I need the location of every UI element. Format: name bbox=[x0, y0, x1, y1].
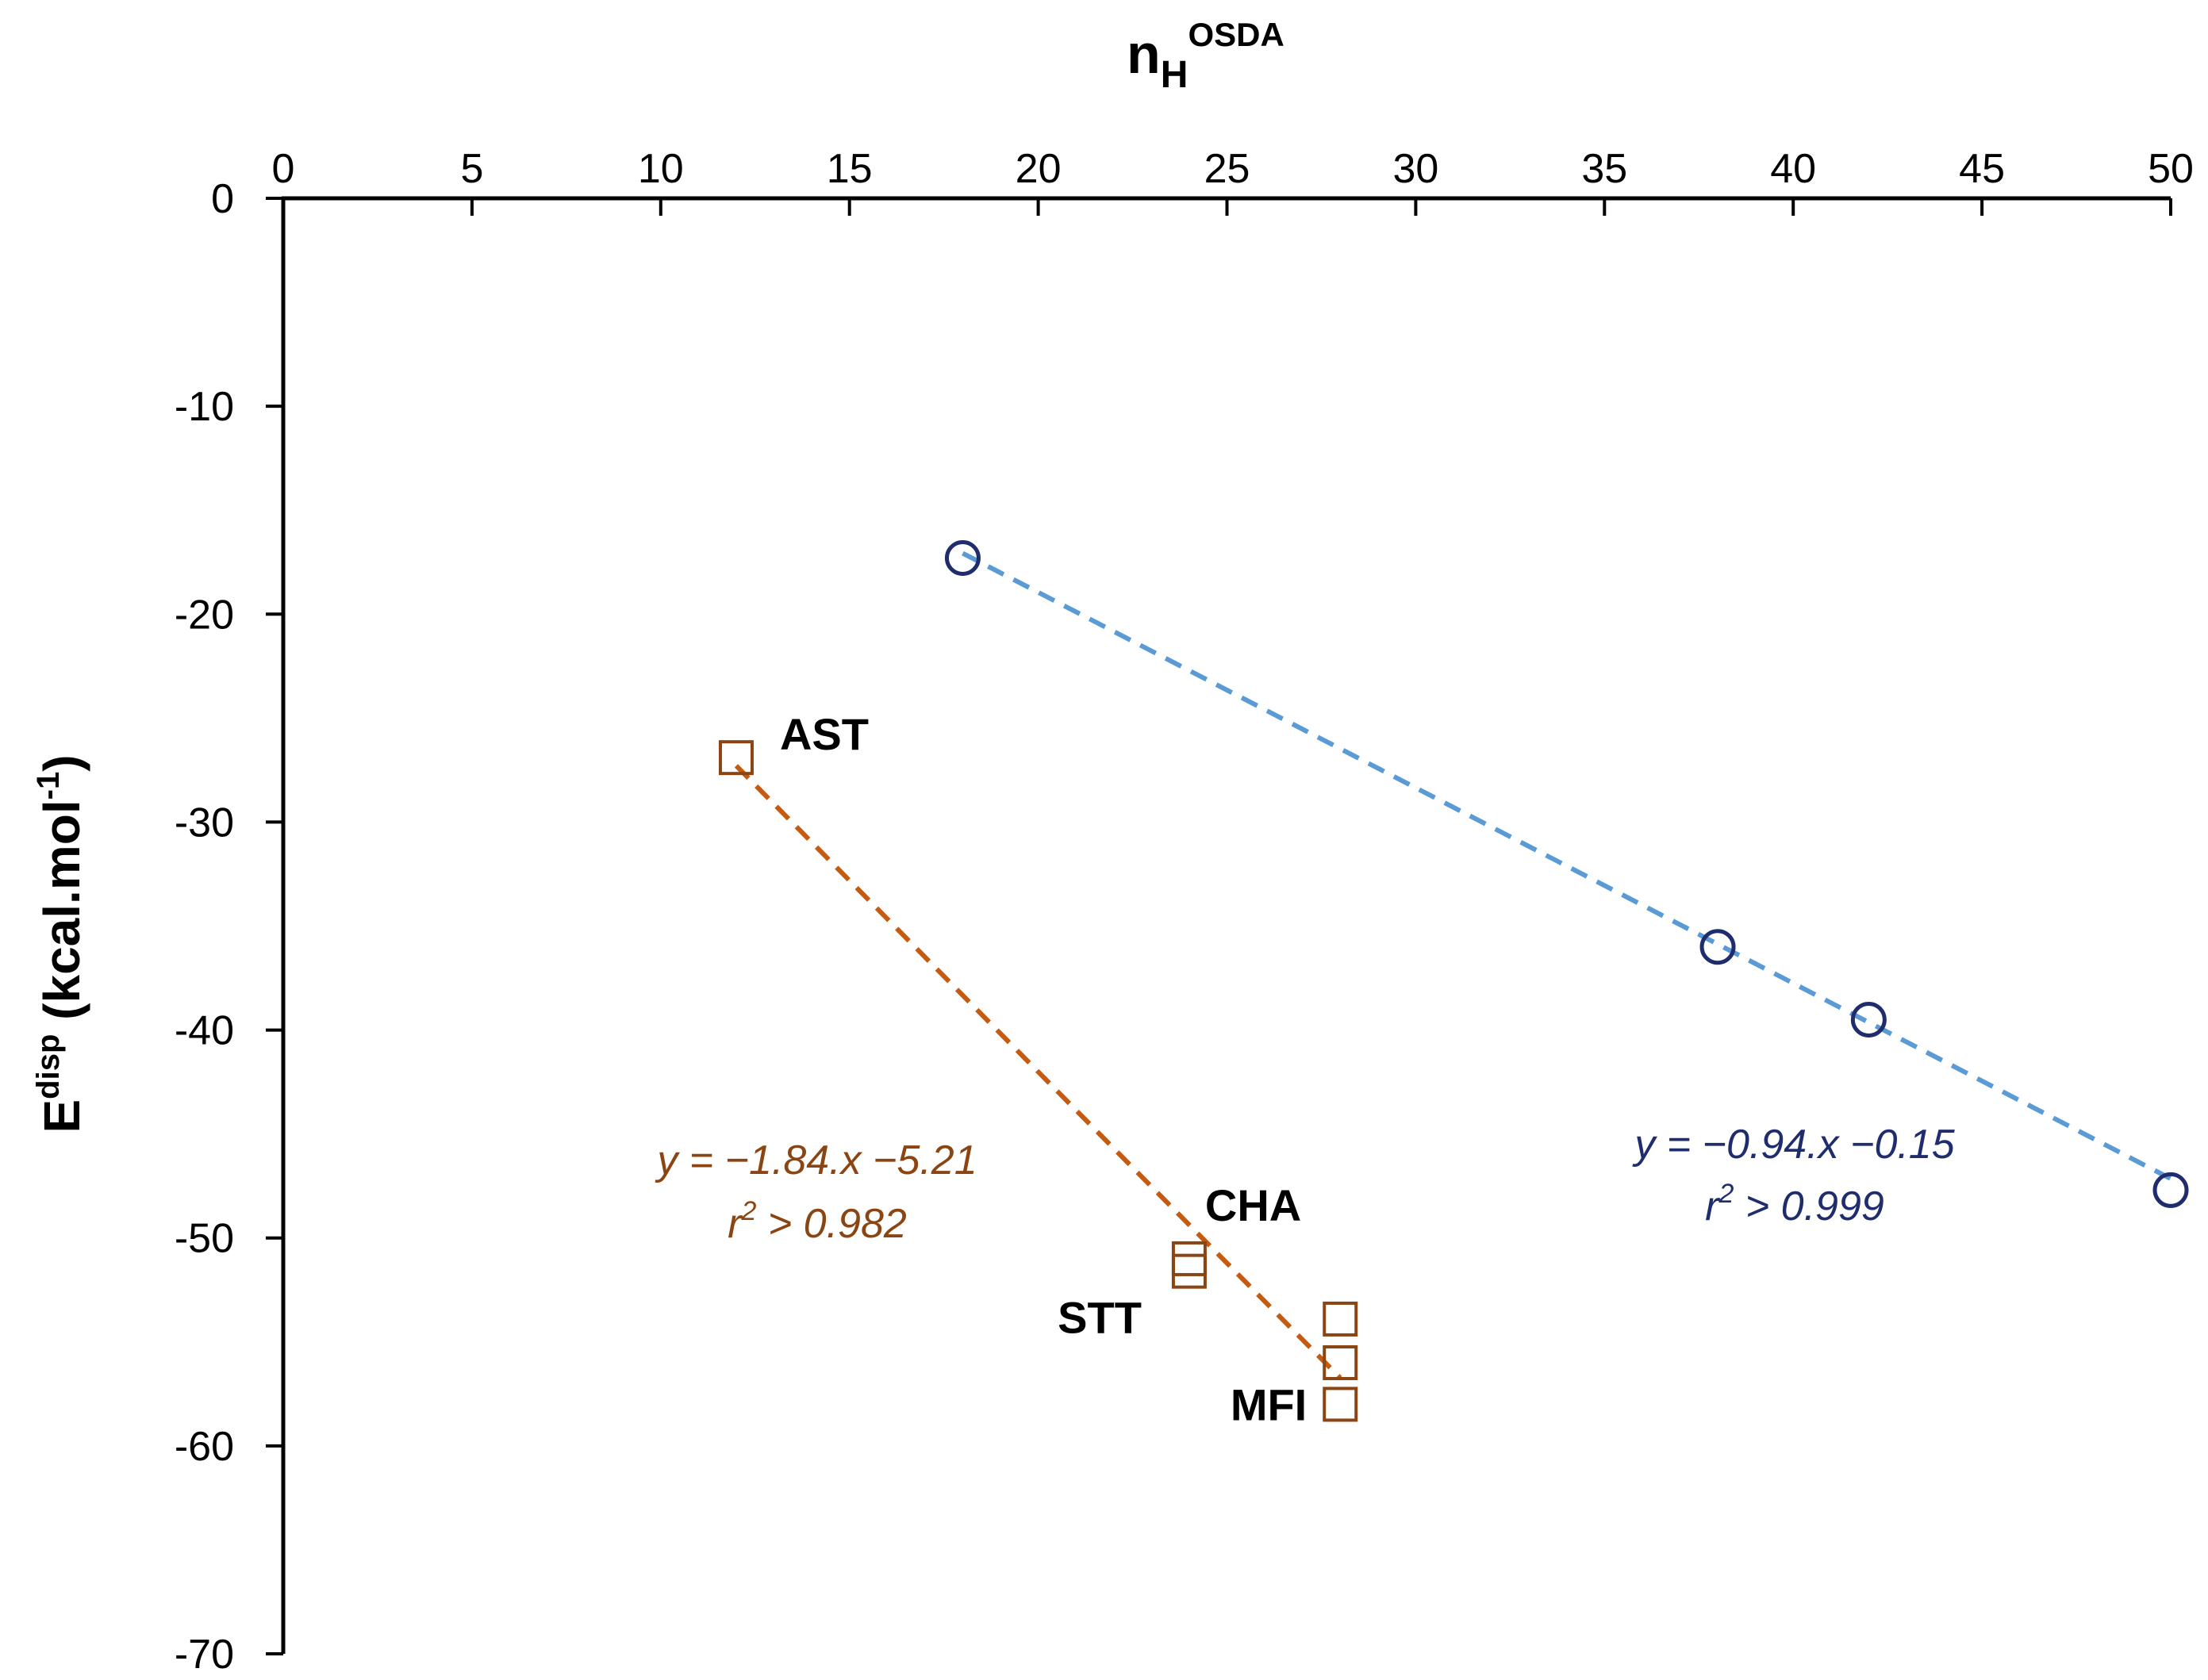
square-marker bbox=[1171, 1241, 1207, 1276]
point-label-stt: STT bbox=[1058, 1293, 1142, 1343]
square-marker bbox=[1323, 1387, 1358, 1422]
x-tick-label: 50 bbox=[2148, 146, 2194, 192]
point-label-ast: AST bbox=[780, 709, 869, 759]
square-series-equation: y = −1.84.x −5.21 bbox=[655, 1137, 977, 1183]
square-marker bbox=[1171, 1253, 1207, 1289]
point-label-cha: CHA bbox=[1205, 1180, 1301, 1230]
y-tick-label: 0 bbox=[211, 176, 234, 222]
x-tick-label: 35 bbox=[1581, 146, 1627, 192]
point-label-mfi: MFI bbox=[1231, 1379, 1307, 1429]
squares-trendline bbox=[734, 764, 1342, 1380]
circle-marker bbox=[2152, 1172, 2189, 1208]
trendlines bbox=[734, 550, 2172, 1380]
circle-marker bbox=[944, 540, 981, 577]
x-tick-label: 10 bbox=[638, 146, 684, 192]
circle-series-r2: r2 > 0.999 bbox=[1705, 1179, 1884, 1229]
y-tick-label: -60 bbox=[175, 1424, 234, 1470]
square-series-r2: r2 > 0.982 bbox=[728, 1196, 907, 1247]
x-tick-label: 0 bbox=[272, 146, 295, 192]
x-ticks: 0 5 10 15 20 25 30 35 40 45 50 bbox=[272, 146, 2194, 216]
y-axis-title-sup2: -1 bbox=[31, 772, 66, 800]
circle-marker bbox=[1850, 1001, 1887, 1038]
y-axis-title-sup: disp bbox=[31, 1034, 66, 1099]
x-tick-label: 45 bbox=[1959, 146, 2005, 192]
square-marker bbox=[718, 740, 754, 776]
markers bbox=[718, 540, 2189, 1422]
x-tick-label: 25 bbox=[1204, 146, 1250, 192]
y-tick-label: -30 bbox=[175, 800, 234, 846]
y-tick-label: -40 bbox=[175, 1008, 234, 1054]
y-axis-title: Edisp (kcal.mol-1) bbox=[31, 754, 90, 1133]
x-tick-label: 5 bbox=[460, 146, 483, 192]
x-axis-title-sub: H bbox=[1161, 54, 1188, 96]
square-marker bbox=[1323, 1301, 1358, 1337]
axes: 0 5 10 15 20 25 30 35 40 45 50 0 -10 -20 -30 -40 -50 -60… bbox=[175, 146, 2194, 1678]
x-axis-title-sup: OSDA bbox=[1188, 16, 1284, 53]
circle-marker bbox=[1699, 929, 1736, 965]
y-tick-label: -20 bbox=[175, 592, 234, 638]
circle-series-equation: y = −0.94.x −0.15 bbox=[1632, 1122, 1955, 1168]
x-tick-label: 30 bbox=[1392, 146, 1438, 192]
x-tick-label: 40 bbox=[1770, 146, 1816, 192]
y-tick-label: -10 bbox=[175, 384, 234, 430]
y-tick-label: -50 bbox=[175, 1216, 234, 1262]
square-marker bbox=[1323, 1345, 1358, 1380]
y-tick-label: -70 bbox=[175, 1632, 234, 1678]
circles-trendline bbox=[962, 550, 2172, 1181]
y-ticks: 0 -10 -20 -30 -40 -50 -60 -70 bbox=[175, 176, 283, 1678]
x-tick-label: 20 bbox=[1016, 146, 1062, 192]
point-labels: AST CHA STT MFI bbox=[780, 709, 1307, 1429]
x-tick-label: 15 bbox=[827, 146, 873, 192]
x-axis-title: nHOSDA bbox=[1127, 16, 1284, 96]
